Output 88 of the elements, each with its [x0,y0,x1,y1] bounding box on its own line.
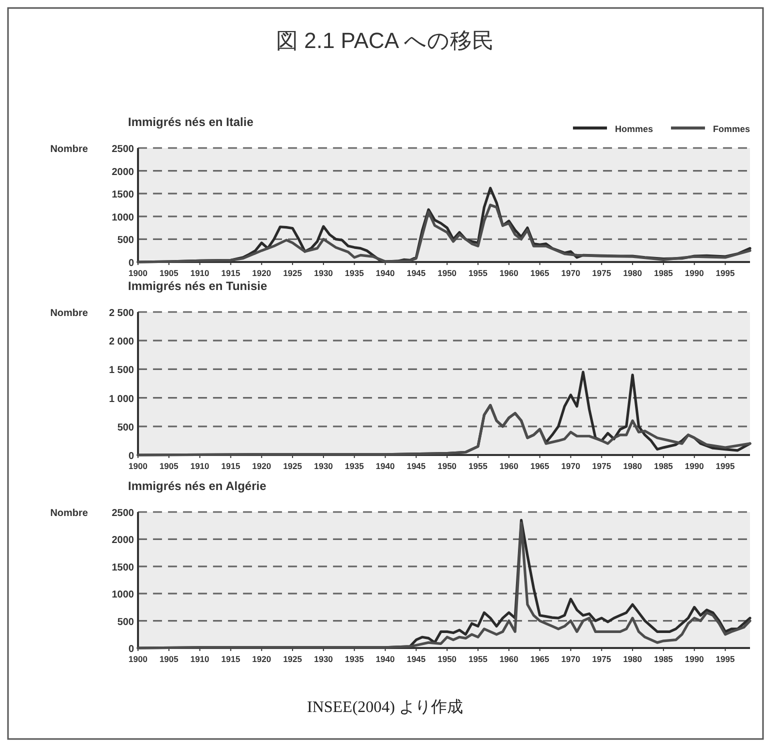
x-tick-label: 1965 [530,654,550,664]
y-tick-label: 2000 [112,166,134,178]
x-tick-label: 1915 [221,268,240,278]
x-tick-label: 1910 [190,268,210,278]
y-tick-label: 0 [128,644,134,655]
x-tick-label: 1945 [406,654,426,664]
x-tick-label: 1960 [499,461,519,471]
y-tick-label: 500 [117,616,134,628]
x-tick-label: 1955 [468,654,488,664]
x-tick-label: 1955 [468,268,488,278]
x-tick-label: 1965 [530,268,550,278]
legend-label: Fommes [712,124,750,134]
x-tick-label: 1955 [468,461,488,471]
y-axis-title: Nombre [50,508,88,519]
x-tick-label: 1980 [623,461,642,471]
x-tick-label: 1975 [592,461,612,471]
x-tick-label: 1945 [406,461,426,471]
x-tick-label: 1950 [438,268,457,278]
x-tick-label: 1965 [530,461,550,471]
x-tick-label: 1990 [684,654,704,664]
x-tick-label: 1990 [684,268,704,278]
y-tick-label: 1500 [112,190,134,201]
x-tick-label: 1940 [376,654,395,664]
x-tick-label: 1925 [283,268,302,278]
y-axis-title: Nombre [50,308,88,319]
x-tick-label: 1985 [654,654,674,664]
x-tick-label: 1900 [128,268,148,278]
x-tick-label: 1900 [128,654,148,664]
x-tick-label: 1910 [190,461,210,471]
x-tick-label: 1950 [438,654,457,664]
y-tick-label: 0 [128,258,134,269]
x-tick-label: 1905 [159,461,179,471]
y-tick-label: 1 500 [108,365,134,376]
x-tick-label: 1985 [654,268,674,278]
y-tick-label: 500 [117,422,134,434]
y-tick-label: 1000 [112,212,134,224]
x-tick-label: 1970 [561,461,580,471]
x-tick-label: 1935 [344,461,364,471]
text: INSEE(2004) より作成 [307,698,463,716]
x-tick-label: 1995 [716,654,735,664]
chart-title: 図 2.1 PACA への移民 [276,28,494,53]
x-tick-label: 1930 [314,461,334,471]
x-tick-label: 1940 [376,268,395,278]
y-tick-label: 0 [128,451,134,462]
x-tick-label: 1915 [221,654,240,664]
chart-subtitle: Immigrés nés en Algérie [128,479,267,493]
y-tick-label: 2500 [112,508,134,519]
x-tick-label: 1985 [654,461,674,471]
y-tick-label: 1000 [112,590,134,601]
y-tick-label: 2 500 [108,308,134,319]
x-tick-label: 1970 [561,654,580,664]
x-tick-label: 1975 [592,268,612,278]
x-tick-label: 1950 [438,461,457,471]
x-tick-label: 1905 [159,268,179,278]
x-tick-label: 1980 [623,654,642,664]
x-tick-label: 1975 [592,654,612,664]
x-tick-label: 1900 [128,461,148,471]
x-tick-label: 1940 [376,461,395,471]
legend-label: Hommes [614,124,653,134]
x-tick-label: 1920 [252,461,272,471]
x-tick-label: 1995 [716,461,735,471]
x-tick-label: 1960 [499,654,519,664]
y-tick-label: 1500 [112,562,134,574]
x-tick-label: 1945 [406,268,426,278]
y-tick-label: 1 000 [108,394,134,405]
x-tick-label: 1980 [623,268,642,278]
x-tick-label: 1930 [314,654,334,664]
x-tick-label: 1925 [283,461,302,471]
y-tick-label: 2500 [112,144,134,155]
x-tick-label: 1935 [344,268,364,278]
x-tick-label: 1905 [159,654,179,664]
y-axis-title: Nombre [50,144,88,155]
x-tick-label: 1920 [252,654,272,664]
y-tick-label: 500 [117,235,134,246]
x-tick-label: 1960 [499,268,519,278]
x-tick-label: 1920 [252,268,272,278]
x-tick-label: 1935 [344,654,364,664]
x-tick-label: 1925 [283,654,302,664]
x-tick-label: 1970 [561,268,580,278]
x-tick-label: 1915 [221,461,240,471]
x-tick-label: 1990 [684,461,704,471]
chart-subtitle: Immigrés nés en Tunisie [128,279,268,293]
x-tick-label: 1995 [716,268,735,278]
x-tick-label: 1910 [190,654,210,664]
y-tick-label: 2 000 [108,336,134,348]
y-tick-label: 2000 [112,535,134,546]
x-tick-label: 1930 [314,268,334,278]
chart-subtitle: Immigrés nés en Italie [128,115,254,129]
